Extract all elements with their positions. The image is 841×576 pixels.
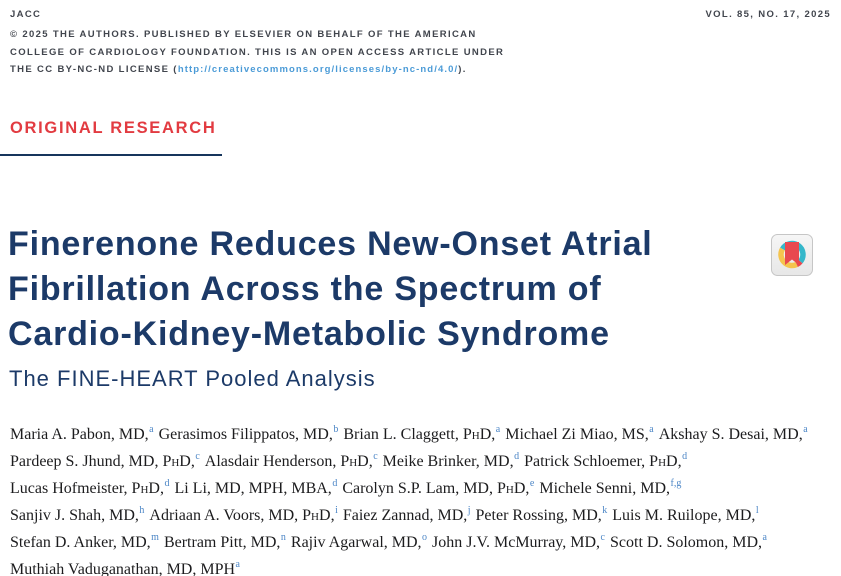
license-suffix: ). xyxy=(458,64,467,75)
author-affiliation-sup: e xyxy=(529,477,535,489)
author-affiliation-sup: d xyxy=(682,450,688,462)
author-affiliation-sup: n xyxy=(280,531,286,543)
author-affiliation-sup: a xyxy=(762,531,767,543)
bookmark-badge-button[interactable] xyxy=(771,234,813,276)
license-prefix: THE CC BY-NC-ND LICENSE ( xyxy=(10,64,178,75)
copyright-line-1: © 2025 THE AUTHORS. PUBLISHED BY ELSEVIE… xyxy=(10,29,477,40)
author-affiliation-sup: j xyxy=(467,504,471,516)
author-name: Patrick Schloemer, PhD, xyxy=(524,453,682,470)
author-name: Faiez Zannad, MD, xyxy=(342,507,468,524)
author-name: Meike Brinker, MD, xyxy=(382,453,514,470)
volume-info: VOL. 85, NO. 17, 2025 xyxy=(705,9,831,20)
author-name: Muthiah Vaduganathan, MD, MPH xyxy=(10,561,236,576)
author-name: Carolyn S.P. Lam, MD, PhD, xyxy=(342,480,530,497)
title-line-3: Cardio-Kidney-Metabolic Syndrome xyxy=(8,315,610,353)
author-name: Akshay S. Desai, MD, xyxy=(658,426,803,443)
author-line: Sanjiv J. Shah, MD,h Adriaan A. Voors, MD… xyxy=(10,502,838,529)
author-affiliation-sup: d xyxy=(164,477,170,489)
author-name: Stefan D. Anker, MD, xyxy=(10,534,151,551)
author-affiliation-sup: a xyxy=(235,558,240,570)
author-affiliation-sup: a xyxy=(495,423,501,435)
author-affiliation-sup: c xyxy=(373,450,378,462)
article-subtitle: The FINE-HEART Pooled Analysis xyxy=(9,366,376,391)
license-link[interactable]: http://creativecommons.org/licenses/by-n… xyxy=(177,64,459,75)
author-line: Stefan D. Anker, MD,m Bertram Pitt, MD,n R… xyxy=(10,529,838,556)
author-affiliation-sup: m xyxy=(151,531,159,543)
author-affiliation-sup: a xyxy=(649,423,654,435)
author-affiliation-sup: b xyxy=(333,423,339,435)
bookmark-ring-icon xyxy=(771,234,813,276)
author-name: Lucas Hofmeister, PhD, xyxy=(10,480,164,497)
copyright-block: © 2025 THE AUTHORS. PUBLISHED BY ELSEVIE… xyxy=(10,26,570,79)
author-name: Luis M. Ruilope, MD, xyxy=(612,507,756,524)
section-label: ORIGINAL RESEARCH xyxy=(10,119,217,137)
author-affiliation-sup: d xyxy=(514,450,520,462)
author-affiliation-sup: c xyxy=(600,531,605,543)
author-affiliation-sup: d xyxy=(332,477,338,489)
author-name: Michele Senni, MD, xyxy=(539,480,670,497)
authors-list: Maria A. Pabon, MD,a Gerasimos Filippatos… xyxy=(10,421,838,576)
author-name: Scott D. Solomon, MD, xyxy=(610,534,763,551)
title-line-2: Fibrillation Across the Spectrum of xyxy=(8,270,602,308)
copyright-line-2: COLLEGE OF CARDIOLOGY FOUNDATION. THIS I… xyxy=(10,46,505,58)
author-name: Michael Zi Miao, MS, xyxy=(505,426,649,443)
author-line: Muthiah Vaduganathan, MD, MPHa xyxy=(10,556,838,576)
author-line: Maria A. Pabon, MD,a Gerasimos Filippatos… xyxy=(10,421,838,448)
author-name: Brian L. Claggett, PhD, xyxy=(343,426,496,443)
author-name: Bertram Pitt, MD, xyxy=(163,534,281,551)
author-affiliation-sup: c xyxy=(195,450,200,462)
author-affiliation-sup: f,g xyxy=(670,477,682,489)
author-affiliation-sup: i xyxy=(335,504,338,516)
journal-name: JACC xyxy=(10,9,42,20)
author-name: Pardeep S. Jhund, MD, PhD, xyxy=(10,453,195,470)
author-affiliation-sup: a xyxy=(149,423,154,435)
author-name: Peter Rossing, MD, xyxy=(475,507,602,524)
author-affiliation-sup: o xyxy=(422,531,428,543)
author-affiliation-sup: h xyxy=(139,504,145,516)
section-rule xyxy=(0,154,222,156)
copyright-line-3: THE CC BY-NC-ND LICENSE (http://creative… xyxy=(10,61,570,79)
author-line: Pardeep S. Jhund, MD, PhD,c Alasdair Hend… xyxy=(10,448,838,475)
author-name: Alasdair Henderson, PhD, xyxy=(204,453,373,470)
article-title: Finerenone Reduces New-Onset Atrial Fibr… xyxy=(8,222,653,357)
author-affiliation-sup: l xyxy=(755,504,759,516)
author-name: Rajiv Agarwal, MD, xyxy=(290,534,422,551)
author-name: Sanjiv J. Shah, MD, xyxy=(10,507,139,524)
author-name: Adriaan A. Voors, MD, PhD, xyxy=(149,507,335,524)
author-name: Gerasimos Filippatos, MD, xyxy=(158,426,333,443)
author-line: Lucas Hofmeister, PhD,d Li Li, MD, MPH, M… xyxy=(10,475,838,502)
author-name: Maria A. Pabon, MD, xyxy=(10,426,149,443)
author-name: John J.V. McMurray, MD, xyxy=(432,534,601,551)
author-affiliation-sup: a xyxy=(803,423,808,435)
author-affiliation-sup: k xyxy=(602,504,608,516)
title-line-1: Finerenone Reduces New-Onset Atrial xyxy=(8,225,653,263)
author-name: Li Li, MD, MPH, MBA, xyxy=(174,480,332,497)
